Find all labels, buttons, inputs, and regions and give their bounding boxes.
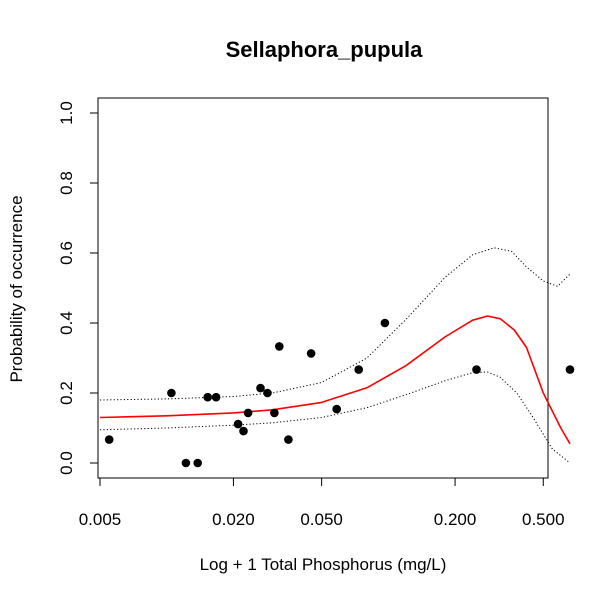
fit-curve [99,315,571,445]
data-point [211,392,221,402]
data-point [203,392,212,402]
ci-lower-line [99,371,571,464]
data-point [193,458,202,468]
x-tick-label: 0.500 [522,510,565,529]
data-point [275,342,284,351]
y-tick-label: 1.0 [57,101,76,125]
data-point [167,388,176,398]
y-tick-label: 0.0 [57,451,76,475]
ci-upper-line [99,247,571,401]
data-point [565,365,575,374]
data-point [256,383,265,393]
y-axis-title: Probability of occurrence [7,195,26,382]
data-point [472,365,481,374]
confidence-band [99,247,571,464]
x-tick-label: 0.200 [434,510,477,529]
x-tick-label: 0.005 [79,510,122,529]
y-tick-label: 0.4 [57,311,76,335]
x-tick-label: 0.020 [212,510,255,529]
x-tick-label: 0.050 [300,510,343,529]
data-point [284,435,293,444]
data-point [104,435,114,444]
data-point [306,349,316,358]
data-point [380,318,390,328]
chart-title: Sellaphora_pupula [226,37,424,62]
data-point [332,404,342,414]
plot-frame [97,97,549,479]
fit-curve-group [99,315,571,445]
data-point [233,419,243,429]
x-axis-title: Log + 1 Total Phosphorus (mg/L) [200,555,447,574]
y-axis: 0.0 0.2 0.4 0.6 0.8 1.0 [57,101,99,475]
data-point [239,426,248,436]
y-tick-label: 0.6 [57,241,76,265]
data-point [263,388,272,398]
data-point [243,408,253,418]
data-point [270,408,279,418]
data-point [181,458,191,468]
data-point [354,365,364,374]
x-axis: 0.005 0.020 0.050 0.200 0.500 [79,477,565,529]
data-points [104,318,575,468]
y-tick-label: 0.2 [57,381,76,405]
y-tick-label: 0.8 [57,171,76,195]
